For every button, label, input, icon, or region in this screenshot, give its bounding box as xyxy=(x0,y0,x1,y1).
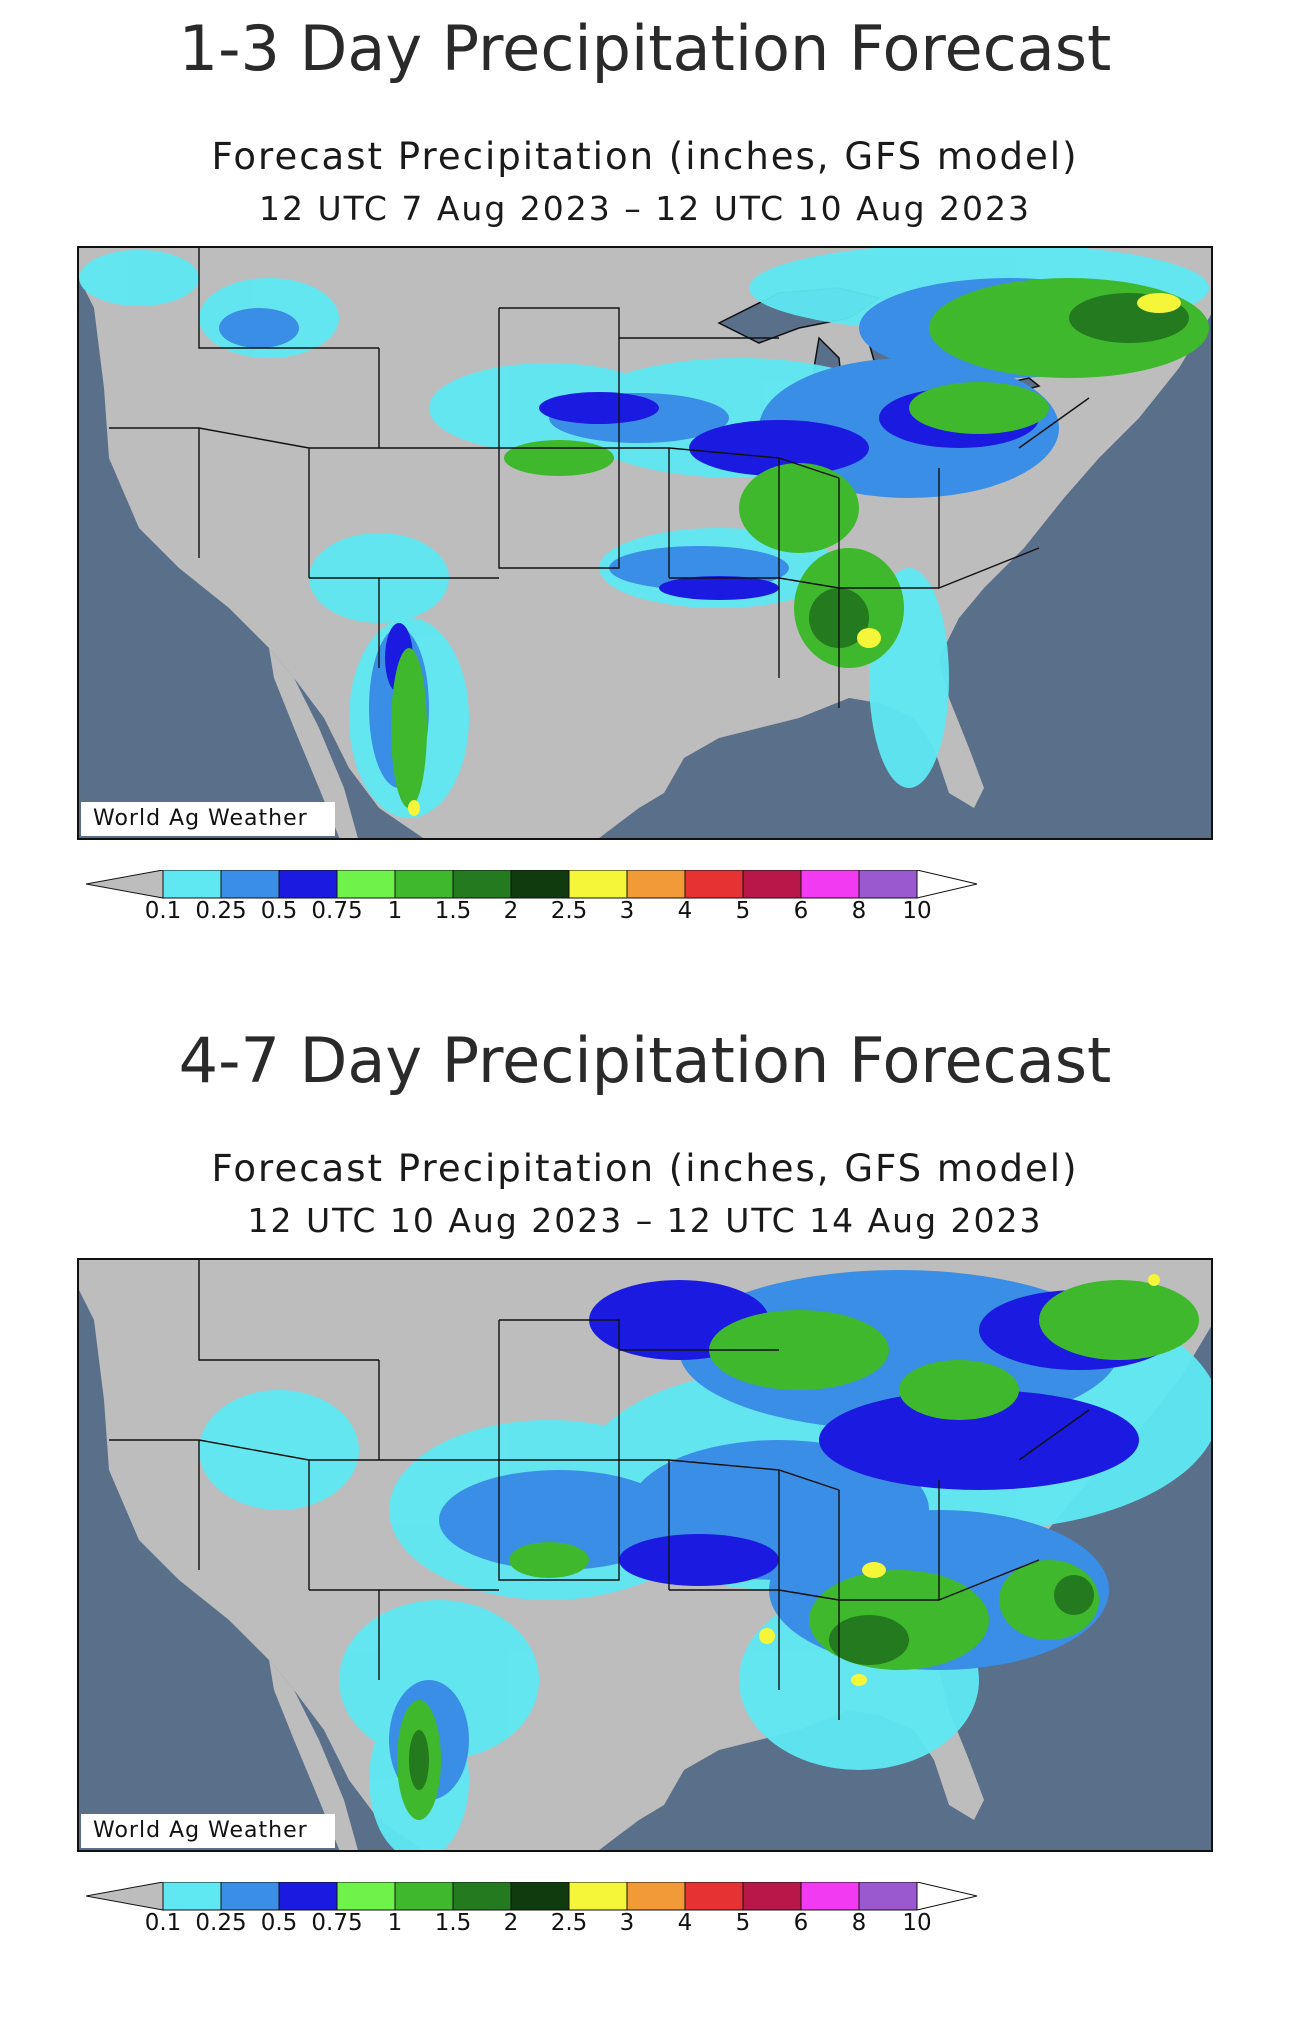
colorbar-segment xyxy=(162,870,222,899)
colorbar-segment xyxy=(394,870,454,899)
colorbar-tick-label: 2.5 xyxy=(550,898,588,924)
colorbar-segment xyxy=(568,1882,628,1911)
colorbar-segment xyxy=(452,870,512,899)
state-borders xyxy=(109,1260,1090,1720)
colorbar-tick-label: 2.5 xyxy=(550,1910,588,1936)
colorbar xyxy=(86,870,1206,910)
colorbar-segment xyxy=(220,1882,280,1911)
colorbar-tick-label: 6 xyxy=(793,1910,809,1936)
colorbar-tick-label: 2 xyxy=(503,898,519,924)
colorbar-tick-label: 3 xyxy=(619,1910,635,1936)
colorbar-tick-label: 2 xyxy=(503,1910,519,1936)
colorbar-tick-label: 5 xyxy=(735,898,751,924)
colorbar-segment xyxy=(800,1882,860,1911)
colorbar-segment xyxy=(162,1882,222,1911)
colorbar-tick-label: 0.5 xyxy=(260,898,298,924)
colorbar-segment xyxy=(626,1882,686,1911)
colorbar-tick-label: 5 xyxy=(735,1910,751,1936)
colorbar-segment xyxy=(742,1882,802,1911)
colorbar-segment xyxy=(858,870,918,899)
colorbar-tick-label: 6 xyxy=(793,898,809,924)
colorbar-tick-label: 1.5 xyxy=(434,1910,472,1936)
colorbar-lower-arrow xyxy=(86,870,164,899)
colorbar-tick-label: 4 xyxy=(677,898,693,924)
baja-peninsula xyxy=(269,648,358,838)
colorbar-segment xyxy=(742,870,802,899)
state-borders xyxy=(109,248,1090,708)
colorbar-segment xyxy=(510,1882,570,1911)
colorbar-segment xyxy=(510,870,570,899)
map-period: 12 UTC 10 Aug 2023 – 12 UTC 14 Aug 2023 xyxy=(247,1201,1043,1240)
colorbar-segment xyxy=(336,1882,396,1911)
colorbar-tick-label: 10 xyxy=(902,898,932,924)
colorbar-tick-label: 0.75 xyxy=(311,898,363,924)
colorbar-segment xyxy=(394,1882,454,1911)
map-credit: World Ag Weather xyxy=(81,802,335,836)
colorbar-tick-label: 3 xyxy=(619,898,635,924)
colorbar-segment xyxy=(684,870,744,899)
colorbar-tick-label: 0.25 xyxy=(195,898,247,924)
colorbar-tick-label: 8 xyxy=(851,1910,867,1936)
colorbar-segment xyxy=(278,870,338,899)
colorbar-segment xyxy=(800,870,860,899)
panel-heading: 1-3 Day Precipitation Forecast xyxy=(178,12,1112,85)
colorbar-tick-label: 0.25 xyxy=(195,1910,247,1936)
map-credit: World Ag Weather xyxy=(81,1814,335,1848)
colorbar-segment xyxy=(858,1882,918,1911)
precipitation-map: World Ag Weather xyxy=(77,1258,1213,1852)
precip-max xyxy=(759,1274,1160,1686)
colorbar-upper-arrow xyxy=(916,870,978,899)
colorbar-segment xyxy=(220,870,280,899)
colorbar-tick-label: 4 xyxy=(677,1910,693,1936)
colorbar-tick-label: 10 xyxy=(902,1910,932,1936)
map-period: 12 UTC 7 Aug 2023 – 12 UTC 10 Aug 2023 xyxy=(258,189,1032,228)
colorbar-tick-label: 1 xyxy=(387,898,403,924)
baja-peninsula xyxy=(269,1660,358,1850)
colorbar-lower-arrow xyxy=(86,1882,164,1911)
colorbar-tick-label: 1.5 xyxy=(434,898,472,924)
precip-max xyxy=(408,293,1181,816)
map-graphic xyxy=(79,248,1211,838)
precipitation-map: World Ag Weather xyxy=(77,246,1213,840)
colorbar-upper-arrow xyxy=(916,1882,978,1911)
colorbar-segment xyxy=(452,1882,512,1911)
colorbar-graphic xyxy=(86,870,978,899)
colorbar-graphic xyxy=(86,1882,978,1911)
colorbar-tick-label: 0.1 xyxy=(144,898,182,924)
precip-extreme xyxy=(409,1575,1094,1790)
colorbar-segment xyxy=(336,870,396,899)
colorbar-segment xyxy=(626,870,686,899)
map-graphic xyxy=(79,1260,1211,1850)
map-subtitle: Forecast Precipitation (inches, GFS mode… xyxy=(211,135,1079,178)
colorbar-tick-label: 0.5 xyxy=(260,1910,298,1936)
colorbar-segment xyxy=(278,1882,338,1911)
colorbar-tick-label: 1 xyxy=(387,1910,403,1936)
colorbar xyxy=(86,1882,1206,1922)
colorbar-segment xyxy=(684,1882,744,1911)
colorbar-tick-label: 8 xyxy=(851,898,867,924)
panel-heading: 4-7 Day Precipitation Forecast xyxy=(178,1024,1112,1097)
colorbar-tick-label: 0.75 xyxy=(311,1910,363,1936)
map-subtitle: Forecast Precipitation (inches, GFS mode… xyxy=(211,1147,1079,1190)
colorbar-tick-label: 0.1 xyxy=(144,1910,182,1936)
colorbar-segment xyxy=(568,870,628,899)
